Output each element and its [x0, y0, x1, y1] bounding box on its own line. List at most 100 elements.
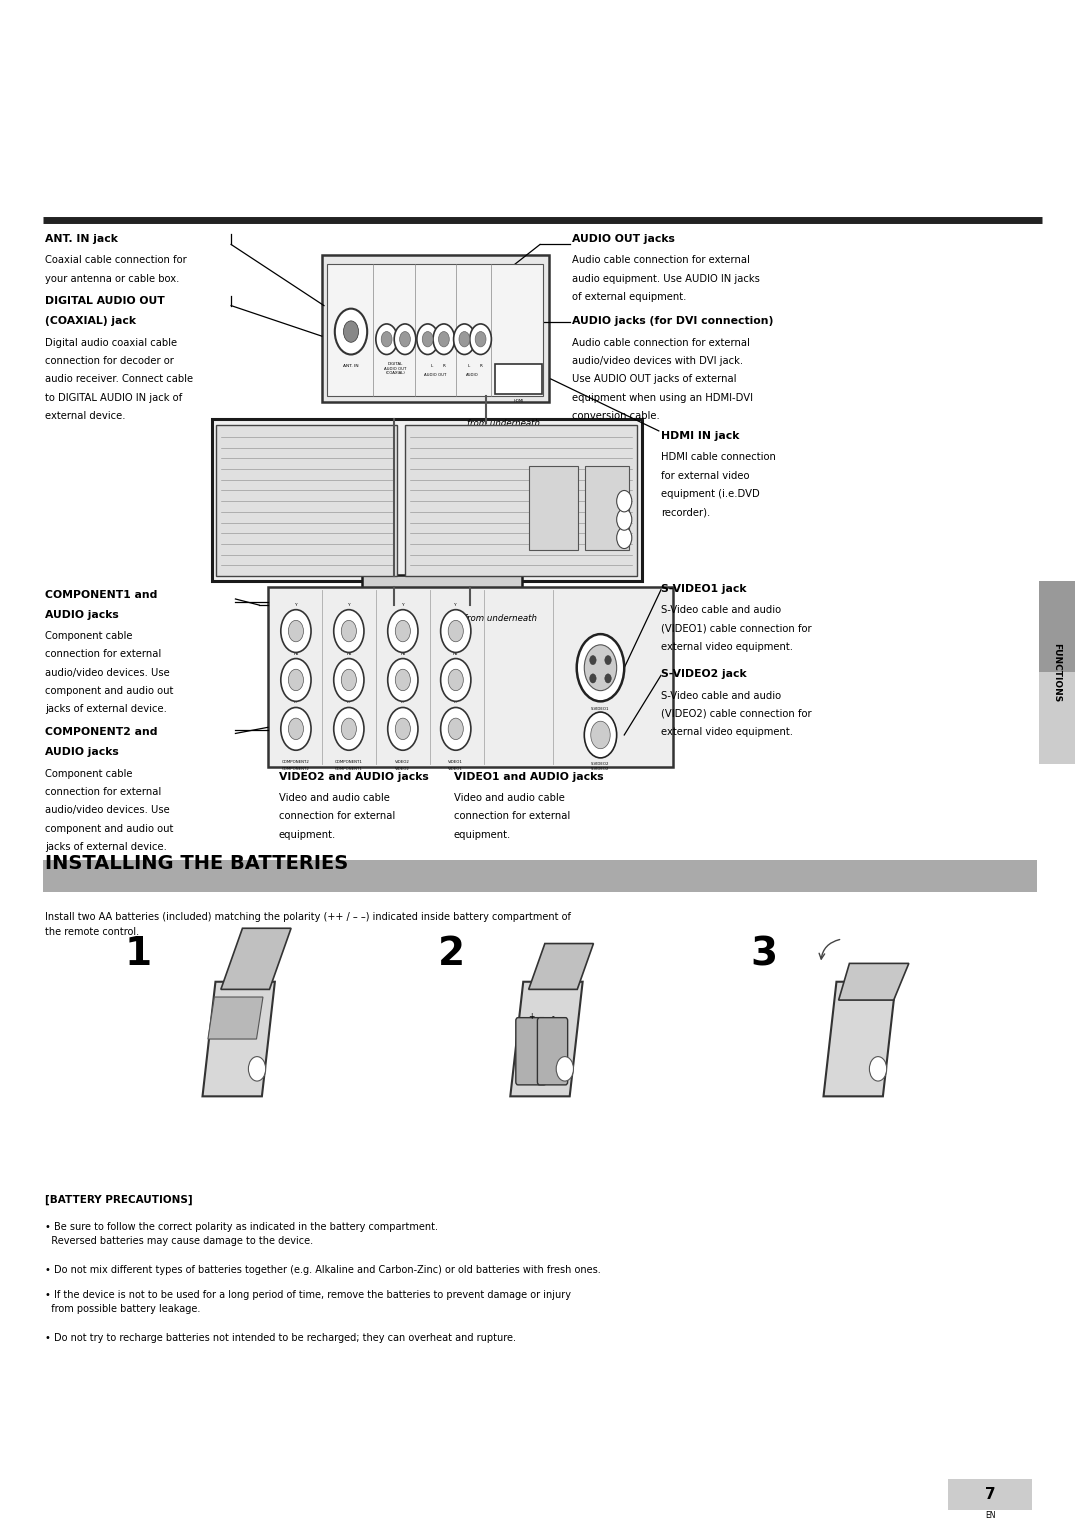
Text: (VIDEO1) cable connection for: (VIDEO1) cable connection for [661, 623, 811, 634]
Text: VIDEO2 and AUDIO jacks: VIDEO2 and AUDIO jacks [279, 772, 429, 782]
Polygon shape [207, 996, 264, 1039]
FancyBboxPatch shape [327, 264, 543, 396]
Text: R: R [480, 364, 482, 368]
Text: from underneath: from underneath [464, 614, 538, 623]
Text: Pr: Pr [401, 700, 405, 704]
Text: Video and audio cable: Video and audio cable [454, 793, 565, 804]
Text: external video equipment.: external video equipment. [661, 727, 793, 738]
Text: external device.: external device. [45, 411, 126, 422]
Text: recorder).: recorder). [661, 507, 711, 518]
Text: +: + [528, 1012, 535, 1021]
Circle shape [441, 610, 471, 652]
Text: equipment when using an HDMI-DVI: equipment when using an HDMI-DVI [572, 393, 754, 403]
FancyBboxPatch shape [948, 1479, 1032, 1510]
Polygon shape [824, 981, 896, 1097]
Circle shape [584, 645, 617, 691]
Circle shape [341, 669, 356, 691]
Circle shape [448, 620, 463, 642]
FancyBboxPatch shape [516, 1018, 546, 1085]
Circle shape [470, 324, 491, 354]
Text: Y: Y [295, 602, 297, 607]
Circle shape [394, 324, 416, 354]
Text: connection for external: connection for external [45, 787, 162, 798]
Circle shape [590, 656, 596, 665]
Text: Pb: Pb [401, 651, 405, 656]
Text: S-VIDEO1: S-VIDEO1 [591, 707, 610, 712]
Text: equipment.: equipment. [454, 830, 511, 840]
Circle shape [341, 620, 356, 642]
Text: -: - [551, 1012, 554, 1021]
Text: • Do not mix different types of batteries together (e.g. Alkaline and Carbon-Zin: • Do not mix different types of batterie… [45, 1265, 602, 1276]
Circle shape [334, 610, 364, 652]
Text: your antenna or cable box.: your antenna or cable box. [45, 274, 179, 284]
Text: 7: 7 [985, 1487, 996, 1502]
Text: Pr: Pr [347, 700, 351, 704]
Text: VIDEO1: VIDEO1 [448, 759, 463, 764]
Circle shape [288, 669, 303, 691]
Circle shape [343, 321, 359, 342]
Text: AUDIO jacks (for DVI connection): AUDIO jacks (for DVI connection) [572, 316, 773, 327]
Circle shape [617, 527, 632, 549]
Text: AUDIO: AUDIO [465, 373, 478, 377]
Text: COMPONENT1: COMPONENT1 [335, 767, 363, 772]
Text: Audio cable connection for external: Audio cable connection for external [572, 338, 751, 348]
Text: ANT. IN jack: ANT. IN jack [45, 234, 118, 244]
Text: L: L [468, 364, 470, 368]
Text: component and audio out: component and audio out [45, 824, 174, 834]
FancyBboxPatch shape [362, 575, 522, 597]
Circle shape [395, 718, 410, 740]
FancyBboxPatch shape [43, 860, 1037, 892]
Circle shape [281, 707, 311, 750]
Text: audio/video devices. Use: audio/video devices. Use [45, 805, 171, 816]
FancyBboxPatch shape [268, 587, 673, 767]
Text: for external video: for external video [661, 471, 750, 481]
Text: (COAXIAL) jack: (COAXIAL) jack [45, 316, 136, 327]
Text: audio equipment. Use AUDIO IN jacks: audio equipment. Use AUDIO IN jacks [572, 274, 760, 284]
Circle shape [400, 332, 410, 347]
FancyBboxPatch shape [405, 425, 637, 576]
Text: jacks of external device.: jacks of external device. [45, 704, 167, 715]
Polygon shape [839, 963, 909, 999]
Circle shape [381, 332, 392, 347]
Circle shape [288, 620, 303, 642]
Text: (VIDEO2) cable connection for: (VIDEO2) cable connection for [661, 709, 811, 720]
Text: connection for external: connection for external [45, 649, 162, 660]
Text: HDMI: HDMI [513, 399, 524, 403]
Text: external video equipment.: external video equipment. [661, 642, 793, 652]
Text: of external equipment.: of external equipment. [572, 292, 687, 303]
Circle shape [441, 707, 471, 750]
Circle shape [334, 659, 364, 701]
FancyBboxPatch shape [322, 255, 549, 402]
Text: Pb: Pb [454, 651, 458, 656]
Text: audio/video devices with DVI jack.: audio/video devices with DVI jack. [572, 356, 743, 367]
FancyBboxPatch shape [1039, 672, 1075, 764]
Text: HDMI IN: HDMI IN [511, 377, 526, 380]
Circle shape [281, 610, 311, 652]
Text: from underneath: from underneath [467, 419, 540, 428]
Text: DIGITAL AUDIO OUT: DIGITAL AUDIO OUT [45, 296, 165, 307]
Circle shape [335, 309, 367, 354]
Text: EN: EN [985, 1511, 996, 1520]
Text: VIDEO2: VIDEO2 [395, 759, 410, 764]
Circle shape [591, 721, 610, 749]
Circle shape [388, 707, 418, 750]
Text: INSTALLING THE BATTERIES: INSTALLING THE BATTERIES [45, 854, 349, 872]
Text: COMPONENT1: COMPONENT1 [335, 759, 363, 764]
Circle shape [605, 674, 611, 683]
Circle shape [288, 718, 303, 740]
Text: S-VIDEO2 jack: S-VIDEO2 jack [661, 669, 746, 680]
Text: VIDEO2: VIDEO2 [395, 767, 410, 772]
Circle shape [417, 324, 438, 354]
Text: S-VIDEO2: S-VIDEO2 [591, 767, 610, 772]
Text: Pb: Pb [294, 651, 298, 656]
Text: Pb: Pb [347, 651, 351, 656]
Text: conversion cable.: conversion cable. [572, 411, 660, 422]
Circle shape [281, 659, 311, 701]
Text: FUNCTIONS: FUNCTIONS [1052, 643, 1062, 701]
Text: HDMI IN jack: HDMI IN jack [661, 431, 740, 442]
Circle shape [577, 634, 624, 701]
Circle shape [617, 490, 632, 512]
Circle shape [395, 620, 410, 642]
Circle shape [334, 707, 364, 750]
Text: AUDIO jacks: AUDIO jacks [45, 747, 119, 758]
